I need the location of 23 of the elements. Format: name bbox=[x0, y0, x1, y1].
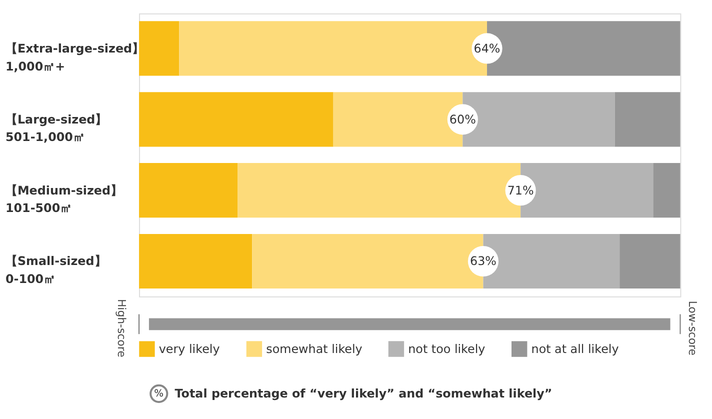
y-tick-label: 【Small-sized】 0-100㎡ bbox=[5, 254, 106, 286]
y-tick-label: 【Medium-sized】 101-500㎡ bbox=[5, 183, 123, 216]
bar bbox=[620, 234, 680, 289]
annotation: 63% bbox=[470, 254, 496, 268]
annotation: 60% bbox=[449, 112, 476, 126]
legend-label: not at all likely bbox=[531, 342, 619, 356]
bar bbox=[139, 163, 238, 218]
annotation: 64% bbox=[474, 41, 500, 56]
y-tick-label: 【Large-sized】 501-1,000㎡ bbox=[5, 112, 108, 144]
bar bbox=[139, 21, 180, 76]
y-tick-label: 【Extra-large-sized】 1,000㎡+ bbox=[5, 41, 144, 74]
bar bbox=[614, 92, 680, 147]
bar bbox=[653, 163, 680, 218]
legend-label: somewhat likely bbox=[266, 342, 362, 356]
text: Total percentage of “very likely” and “somewhat likely” bbox=[174, 386, 552, 401]
legend-label: very likely bbox=[158, 342, 220, 356]
bar bbox=[139, 92, 334, 147]
annotation: 71% bbox=[507, 183, 534, 198]
text: Low-score bbox=[686, 300, 700, 356]
text: % bbox=[154, 388, 164, 400]
legend-label: not too likely bbox=[408, 342, 486, 356]
text: High-score bbox=[115, 298, 128, 358]
bar bbox=[139, 234, 252, 289]
